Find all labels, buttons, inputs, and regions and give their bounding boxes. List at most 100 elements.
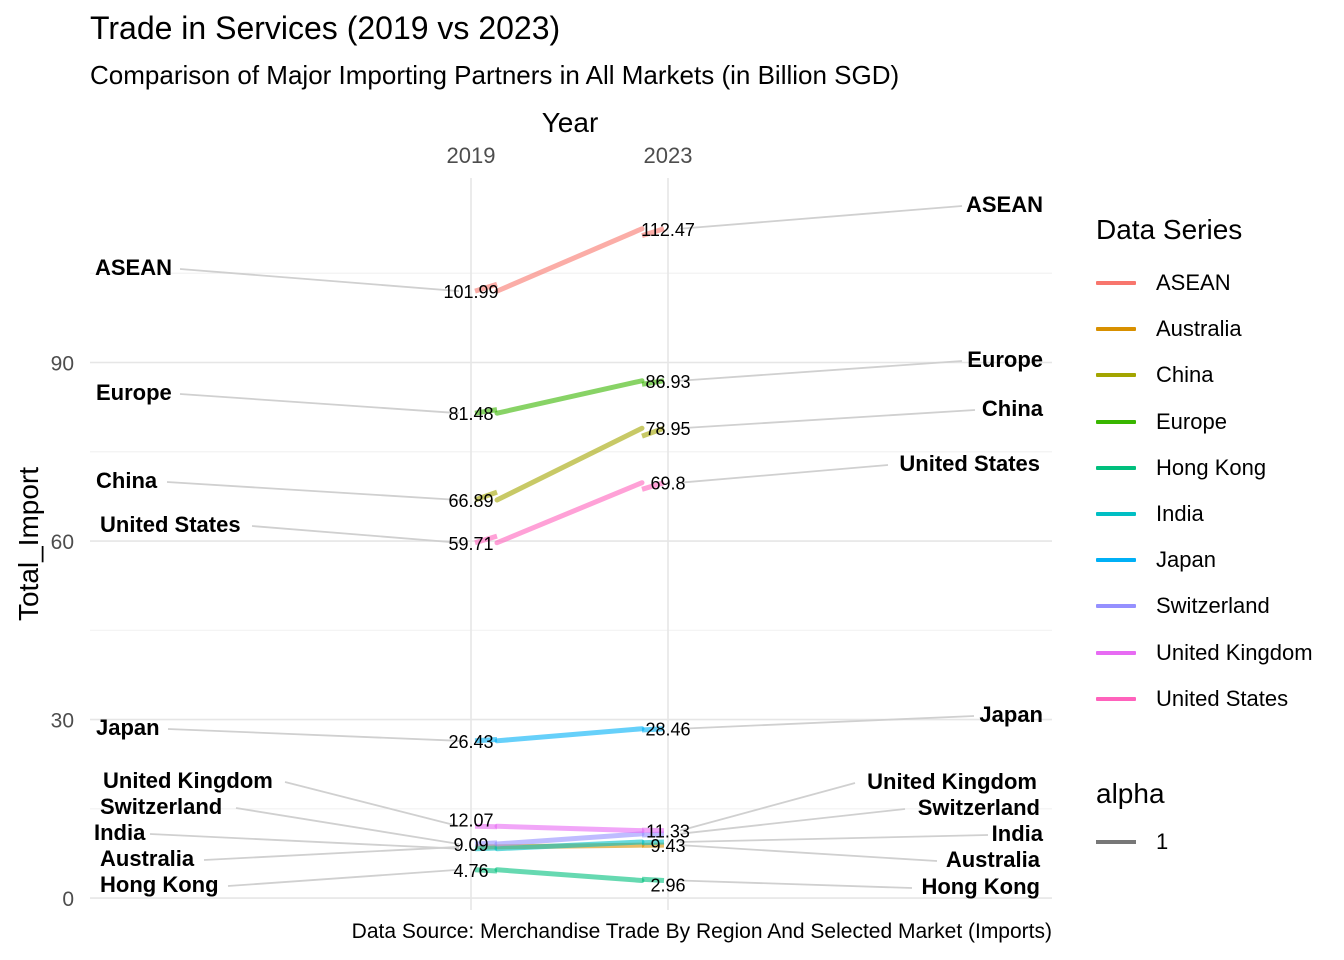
legend-key bbox=[1096, 281, 1136, 286]
legend-items: ASEAN Australia China Europe Hong Kong India J… bbox=[1096, 260, 1313, 722]
legend-label: India bbox=[1156, 501, 1204, 527]
value-label-2019: 101.99 bbox=[443, 282, 498, 302]
series-layer bbox=[474, 226, 665, 883]
legend-key bbox=[1096, 696, 1136, 701]
legend-key bbox=[1096, 512, 1136, 517]
legend-key bbox=[1096, 558, 1136, 563]
series-name-right: United States bbox=[899, 451, 1040, 476]
legend-item: ASEAN bbox=[1096, 260, 1313, 306]
legend-key bbox=[1096, 465, 1136, 470]
leader-line-right bbox=[679, 844, 938, 862]
value-label-2023: 11.33 bbox=[646, 822, 690, 842]
leader-line-right bbox=[679, 360, 963, 382]
leader-line-left bbox=[179, 268, 460, 293]
series-name-right: Australia bbox=[946, 847, 1041, 872]
series-name-left: Europe bbox=[96, 380, 172, 405]
series-line-cap bbox=[641, 831, 665, 838]
value-label-2023: 78.95 bbox=[645, 419, 690, 439]
series-line-cap bbox=[474, 407, 498, 416]
alpha-legend-title: alpha bbox=[1096, 778, 1165, 809]
legend-item: China bbox=[1096, 352, 1313, 398]
series-line bbox=[494, 226, 645, 294]
legend-item: United Kingdom bbox=[1096, 630, 1313, 676]
series-line-cap bbox=[641, 425, 665, 439]
leader-line-right bbox=[679, 205, 963, 230]
series-line-cap bbox=[641, 226, 665, 239]
series-line-cap bbox=[641, 726, 665, 733]
legend-item: Europe bbox=[1096, 399, 1313, 445]
legend-item: India bbox=[1096, 491, 1313, 537]
leader-line-left bbox=[179, 393, 460, 415]
value-label-2019: 59.71 bbox=[448, 534, 493, 554]
grid-layer bbox=[90, 178, 1052, 910]
legend-key bbox=[1096, 373, 1136, 378]
series-line-cap bbox=[474, 867, 498, 874]
legend-label: ASEAN bbox=[1156, 270, 1231, 296]
series-line-cap bbox=[474, 533, 498, 546]
legend-key bbox=[1096, 419, 1136, 424]
value-label-2023: 9.43 bbox=[650, 836, 685, 856]
leader-line-right bbox=[679, 782, 856, 832]
series-name-right: Japan bbox=[979, 702, 1043, 727]
value-label-2023: 2.96 bbox=[650, 875, 685, 895]
value-label-2019: 81.48 bbox=[448, 404, 493, 424]
series-line bbox=[494, 823, 645, 834]
y-tick-label: 30 bbox=[51, 710, 74, 733]
legend-item: United States bbox=[1096, 676, 1313, 722]
legend-title: Data Series bbox=[1096, 214, 1243, 245]
axis-layer: 0 30 60 90 2019 2023 Year Total_Import bbox=[13, 107, 692, 911]
leader-line-right bbox=[679, 834, 989, 843]
legend-key bbox=[1096, 650, 1136, 655]
series-line bbox=[494, 839, 645, 852]
series-legend: Data Series ASEAN Australia China Europe Hon… bbox=[1096, 214, 1313, 722]
leader-line-right bbox=[679, 879, 913, 889]
legend-label: Japan bbox=[1156, 547, 1216, 573]
leader-line-right bbox=[679, 409, 976, 430]
series-name-right: Europe bbox=[967, 347, 1043, 372]
value-label-2019: 26.43 bbox=[448, 732, 493, 752]
value-label-2019: 66.89 bbox=[448, 491, 493, 511]
series-line-cap bbox=[474, 840, 498, 847]
legend-key bbox=[1096, 604, 1136, 609]
leader-layer bbox=[149, 205, 989, 889]
alpha-legend: alpha 1 bbox=[1096, 778, 1168, 860]
series-name-right: ASEAN bbox=[966, 192, 1043, 217]
legend-item: Australia bbox=[1096, 306, 1313, 352]
leader-line-left bbox=[203, 846, 460, 861]
legend-label: United States bbox=[1156, 685, 1289, 711]
series-name-right: Hong Kong bbox=[921, 874, 1040, 899]
alpha-legend-label: 1 bbox=[1156, 829, 1169, 854]
legend-label: Australia bbox=[1156, 316, 1242, 342]
x-tick-label: 2023 bbox=[644, 143, 693, 168]
series-line-cap bbox=[474, 281, 498, 294]
series-name-left: Switzerland bbox=[100, 794, 222, 819]
y-tick-label: 90 bbox=[51, 352, 74, 375]
series-name-left: Australia bbox=[100, 846, 195, 871]
series-line-cap bbox=[641, 480, 665, 492]
series-name-left: United Kingdom bbox=[103, 768, 273, 793]
leader-line-left bbox=[149, 833, 460, 850]
leader-line-left bbox=[227, 868, 460, 887]
leader-line-left bbox=[284, 781, 460, 828]
y-tick-label: 60 bbox=[51, 531, 74, 554]
series-name-left: India bbox=[94, 820, 146, 845]
leader-line-right bbox=[679, 715, 975, 730]
legend-item: Japan bbox=[1096, 537, 1313, 583]
series-line bbox=[494, 726, 645, 744]
y-tick-label: 0 bbox=[62, 888, 74, 911]
series-name-left: China bbox=[96, 468, 158, 493]
series-line bbox=[494, 378, 645, 416]
value-label-2023: 86.93 bbox=[645, 372, 690, 392]
series-line bbox=[494, 867, 645, 883]
series-name-right: India bbox=[992, 821, 1044, 846]
legend-label: Switzerland bbox=[1156, 593, 1270, 619]
y-axis-title: Total_Import bbox=[13, 467, 44, 621]
value-label-2019: 4.76 bbox=[453, 861, 488, 881]
x-axis-title: Year bbox=[542, 107, 599, 138]
leader-line-right bbox=[679, 808, 906, 835]
leader-line-right bbox=[679, 464, 889, 484]
legend-item: Hong Kong bbox=[1096, 445, 1313, 491]
series-name-right: China bbox=[982, 396, 1044, 421]
value-label-2023: 69.8 bbox=[650, 474, 685, 494]
